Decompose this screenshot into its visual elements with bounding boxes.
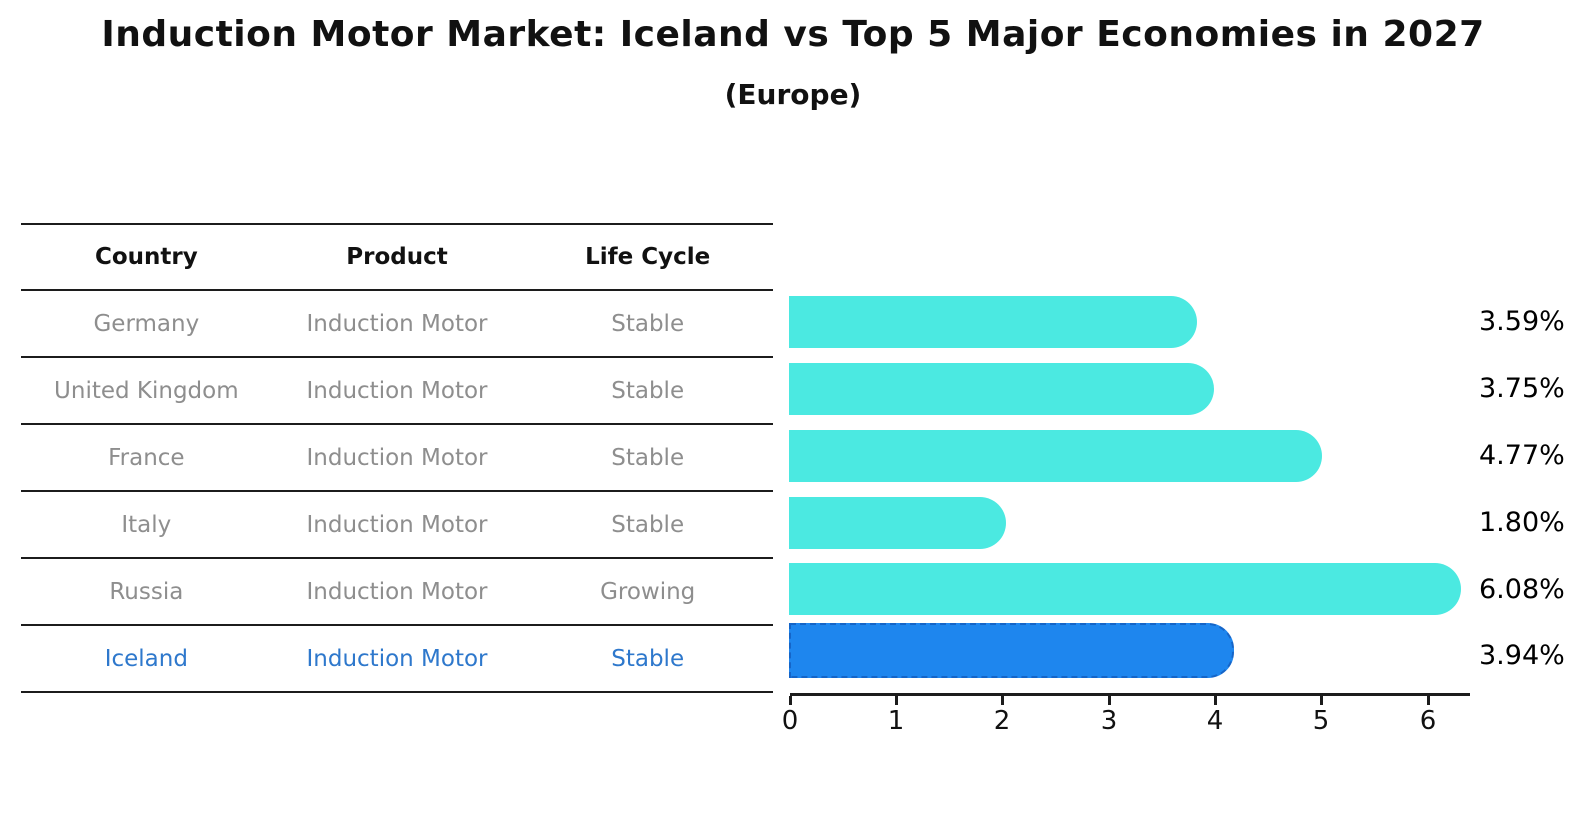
- x-tick-label-4: 4: [1206, 706, 1224, 736]
- x-tick-label-5: 5: [1312, 706, 1330, 736]
- cell-country: Italy: [121, 511, 172, 538]
- x-tick-label-1: 1: [887, 706, 905, 736]
- cell-product: Induction Motor: [306, 310, 488, 337]
- page-subtitle: (Europe): [724, 78, 862, 111]
- value-label-germany: 3.59%: [1479, 306, 1565, 337]
- cell-country: United Kingdom: [54, 377, 239, 404]
- value-label-russia: 6.08%: [1479, 574, 1565, 605]
- cell-product: Induction Motor: [306, 645, 488, 672]
- column-header-country: Country: [94, 244, 198, 270]
- x-tick-label-0: 0: [781, 706, 799, 736]
- table-header-row: Country Product Life Cycle: [21, 225, 773, 291]
- x-tick-5: [1320, 696, 1323, 705]
- bar-iceland: [789, 623, 1234, 678]
- value-label-france: 4.77%: [1479, 440, 1565, 471]
- cell-lifecycle: Stable: [611, 511, 685, 538]
- table-row-russia: Russia Induction Motor Growing: [21, 559, 773, 626]
- table-row-italy: Italy Induction Motor Stable: [21, 492, 773, 559]
- comparison-table: Country Product Life Cycle Germany Induc…: [21, 223, 773, 693]
- cell-lifecycle: Stable: [611, 377, 685, 404]
- cell-product: Induction Motor: [306, 578, 488, 605]
- bar-united-kingdom: [789, 363, 1214, 415]
- cell-lifecycle: Stable: [611, 645, 685, 672]
- cell-lifecycle: Stable: [611, 310, 685, 337]
- table-row-germany: Germany Induction Motor Stable: [21, 291, 773, 358]
- bar-germany: [789, 296, 1197, 348]
- cell-country: France: [108, 444, 185, 471]
- x-tick-0: [789, 696, 792, 705]
- bar-russia: [789, 563, 1461, 615]
- cell-country: Russia: [109, 578, 184, 605]
- cell-product: Induction Motor: [306, 511, 488, 538]
- bar-italy: [789, 497, 1006, 549]
- x-tick-label-2: 2: [993, 706, 1011, 736]
- column-header-lifecycle: Life Cycle: [585, 244, 711, 270]
- value-label-italy: 1.80%: [1479, 507, 1565, 538]
- page-title: Induction Motor Market: Iceland vs Top 5…: [101, 14, 1485, 55]
- x-tick-label-6: 6: [1419, 706, 1437, 736]
- column-header-product: Product: [346, 244, 448, 270]
- value-label-iceland: 3.94%: [1479, 640, 1565, 671]
- x-tick-2: [1001, 696, 1004, 705]
- x-tick-label-3: 3: [1100, 706, 1118, 736]
- x-tick-3: [1108, 696, 1111, 705]
- cell-lifecycle: Growing: [600, 578, 696, 605]
- cell-country: Iceland: [104, 645, 188, 672]
- value-label-united-kingdom: 3.75%: [1479, 373, 1565, 404]
- cell-product: Induction Motor: [306, 444, 488, 471]
- bar-france: [789, 430, 1322, 482]
- x-tick-4: [1214, 696, 1217, 705]
- table-row-iceland: Iceland Induction Motor Stable: [21, 626, 773, 693]
- x-tick-6: [1427, 696, 1430, 705]
- cell-lifecycle: Stable: [611, 444, 685, 471]
- x-tick-1: [895, 696, 898, 705]
- x-axis-line: [790, 693, 1470, 696]
- table-row-france: France Induction Motor Stable: [21, 425, 773, 492]
- table-row-united-kingdom: United Kingdom Induction Motor Stable: [21, 358, 773, 425]
- cell-country: Germany: [93, 310, 200, 337]
- cell-product: Induction Motor: [306, 377, 488, 404]
